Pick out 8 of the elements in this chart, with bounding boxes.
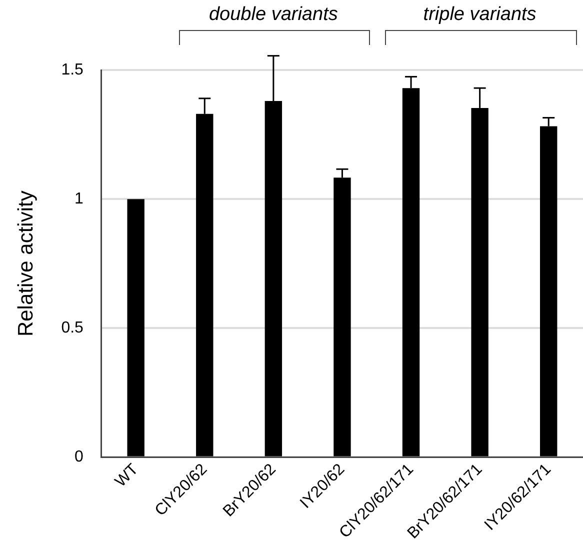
y-axis-title: Relative activity (14, 190, 38, 337)
text: triple variants (423, 4, 536, 26)
y-tick-label: 0 (74, 448, 84, 466)
y-tick-label: 0.5 (61, 320, 84, 337)
text: double variants (208, 4, 338, 26)
y-tick-label: 1.5 (61, 61, 84, 78)
y-tick-label: 1 (74, 190, 84, 208)
x-tick-label: WT (112, 460, 142, 491)
